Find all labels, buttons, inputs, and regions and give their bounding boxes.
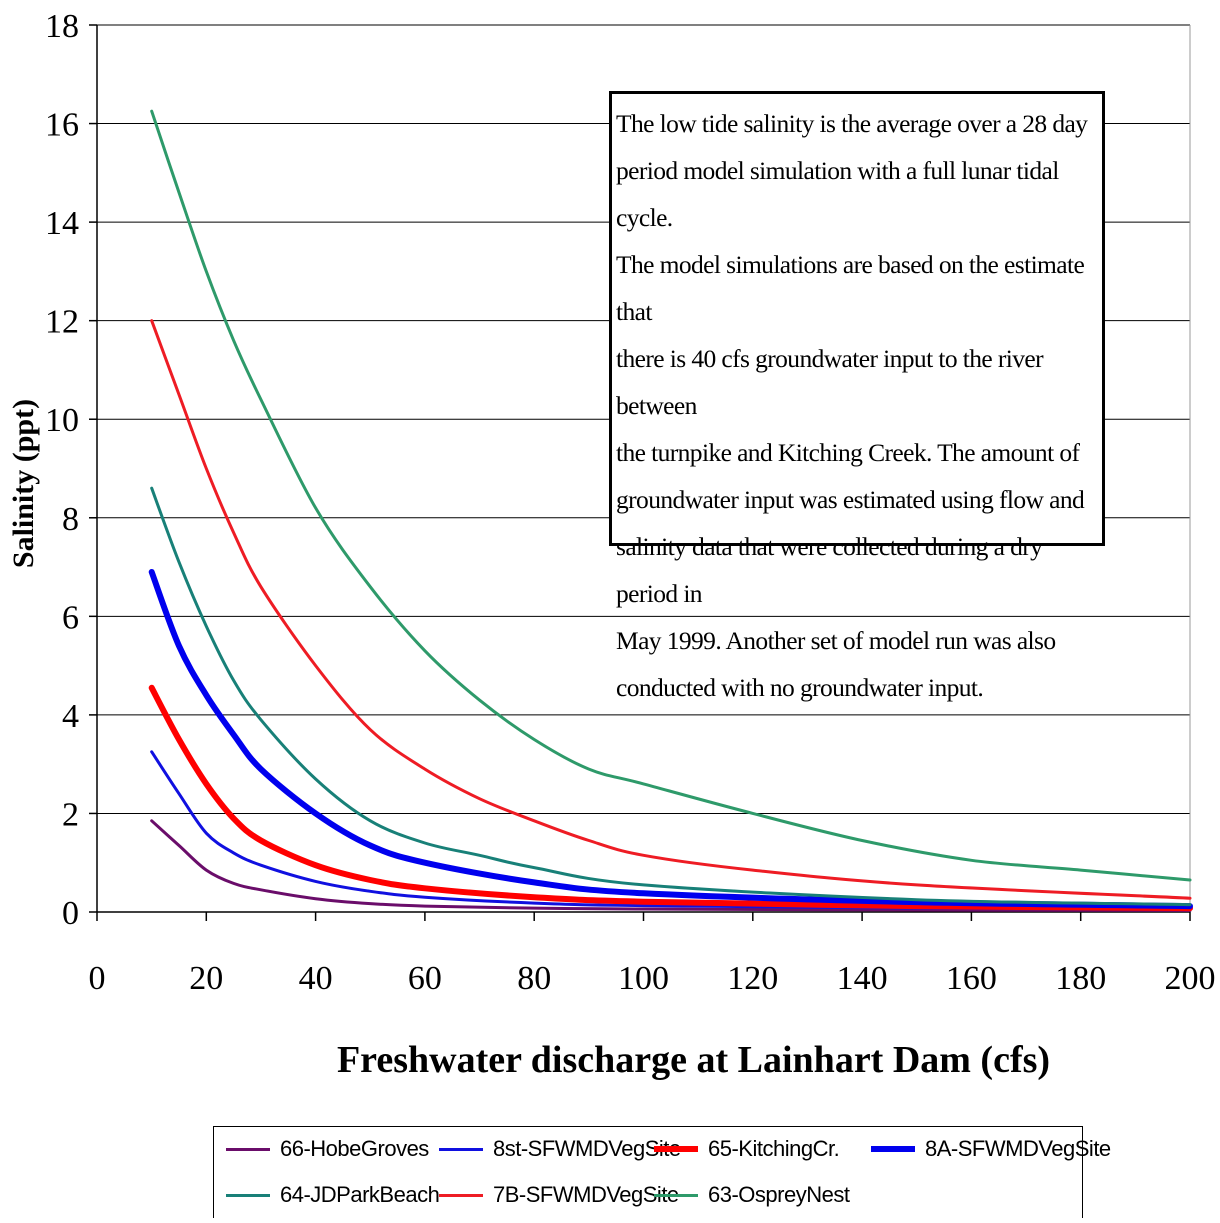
legend-swatch [226,1193,270,1197]
annotation-line: The low tide salinity is the average ove… [616,109,1088,138]
legend-label: 8A-SFWMDVegSite [925,1136,1111,1161]
y-tick-label: 10 [45,402,79,439]
y-tick-label: 6 [62,599,79,636]
x-tick-label: 100 [618,960,669,997]
legend-label: 7B-SFWMDVegSite [493,1182,679,1207]
y-tick-label: 18 [45,8,79,45]
annotation-line: there is 40 cfs groundwater input to the… [616,344,1044,420]
annotation-box: The low tide salinity is the average ove… [609,91,1105,702]
annotation-line: the turnpike and Kitching Creek. The amo… [616,438,1080,467]
legend-item: 8st-SFWMDVegSite [439,1127,681,1171]
y-tick-label: 16 [45,107,79,144]
series-line [150,486,1192,907]
legend-item: 63-OspreyNest [654,1173,850,1217]
y-tick-label: 14 [45,205,79,242]
legend-swatch [654,1193,698,1197]
legend-swatch [439,1193,483,1197]
y-tick-label: 8 [62,501,79,538]
series-line [148,569,1193,910]
x-tick-label: 40 [299,960,333,997]
series-line [150,819,1192,912]
legend-swatch [871,1146,915,1152]
legend-label: 66-HobeGroves [280,1136,429,1161]
x-tick-label: 80 [517,960,551,997]
annotation-line: conducted with no groundwater input. [616,673,984,702]
annotation-line: The model simulations are based on the e… [616,250,1085,326]
y-tick-label: 2 [62,796,79,833]
legend-swatch [654,1146,698,1152]
x-tick-label: 160 [946,960,997,997]
legend-item: 66-HobeGroves [226,1127,429,1171]
legend: 66-HobeGroves 8st-SFWMDVegSite 65-Kitching… [213,1126,1111,1218]
x-axis-title: Freshwater discharge at Lainhart Dam (cf… [337,1039,1050,1081]
legend-swatch [439,1147,483,1151]
y-tick-label: 0 [62,895,79,932]
legend-item: 7B-SFWMDVegSite [439,1173,679,1217]
series-line [150,109,1192,882]
series-line [148,684,1193,912]
legend-label: 63-OspreyNest [708,1182,850,1207]
x-tick-label: 140 [837,960,888,997]
y-tick-label: 12 [45,304,79,341]
x-tick-label: 20 [189,960,223,997]
x-tick-label: 60 [408,960,442,997]
annotation-line: salinity data that were collected during… [616,532,1043,608]
x-tick-label: 180 [1055,960,1106,997]
legend-label: 65-KitchingCr. [708,1136,840,1161]
annotation-text: The low tide salinity is the average ove… [616,100,1098,711]
x-tick-label: 0 [89,960,106,997]
annotation-line: period model simulation with a full luna… [616,156,1059,232]
series-line [150,319,1192,900]
legend-label: 8st-SFWMDVegSite [493,1136,681,1161]
legend-swatch [226,1147,270,1151]
legend-item: 64-JDParkBeach [226,1173,440,1217]
annotation-line: groundwater input was estimated using fl… [616,485,1085,514]
legend-item: 8A-SFWMDVegSite [871,1127,1111,1171]
y-axis-title: Salinity (ppt) [7,399,40,568]
x-tick-label: 200 [1165,960,1216,997]
x-tick-label: 120 [727,960,778,997]
y-tick-label: 4 [62,698,79,735]
legend-label: 64-JDParkBeach [280,1182,440,1207]
annotation-line: May 1999. Another set of model run was a… [616,626,1056,655]
series-line [150,750,1192,911]
legend-item: 65-KitchingCr. [654,1127,840,1171]
